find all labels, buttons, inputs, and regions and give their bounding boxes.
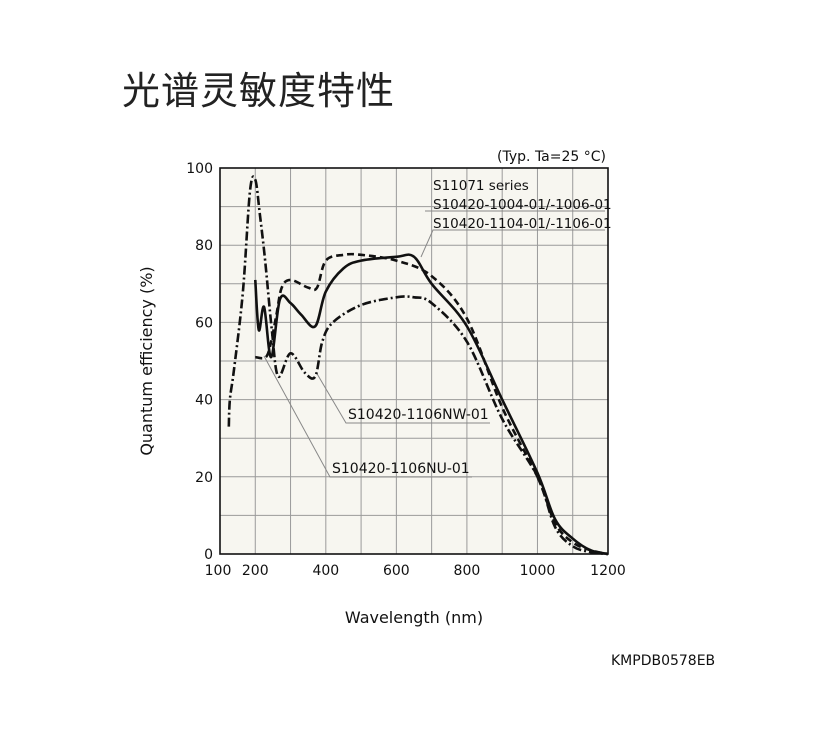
- annotation-main-line-1: S11071 series: [433, 178, 529, 194]
- x-tick-label: 1000: [520, 563, 556, 579]
- curves: [227, 175, 609, 556]
- annotation-main: S11071 series S10420-1004-01/-1006-01 S1…: [433, 178, 612, 232]
- annotation-leaders: [263, 210, 605, 478]
- annotation-main-line-2: S10420-1004-01/-1006-01: [433, 197, 612, 213]
- condition-label: (Typ. Ta=25 °C): [497, 149, 606, 165]
- x-tick-label: 400: [312, 563, 339, 579]
- page-title: 光谱灵敏度特性: [122, 69, 396, 113]
- series-line-dashdot: [227, 175, 609, 556]
- annotation-nu: S10420-1106NU-01: [332, 461, 470, 477]
- y-tick-label: 80: [195, 238, 213, 254]
- series-line-solid: [253, 253, 609, 556]
- x-tick-label: 800: [454, 563, 481, 579]
- annotation-nw: S10420-1106NW-01: [348, 407, 489, 423]
- plot-frame: [219, 167, 609, 555]
- annotation-main-line-3: S10420-1104-01/-1106-01: [433, 216, 612, 232]
- y-tick-label: 0: [204, 547, 213, 563]
- y-tick-label: 60: [195, 315, 213, 331]
- y-tick-label: 40: [195, 393, 213, 409]
- x-tick-label: 200: [242, 563, 269, 579]
- tick-labels: 100 200 400 600 800 1000 1200 0 20 40 60 80 100: [186, 161, 626, 579]
- y-tick-label: 100: [186, 161, 213, 177]
- x-axis-label: Wavelength (nm): [345, 608, 483, 627]
- x-tick-label: 100: [205, 563, 232, 579]
- leader-nw: [315, 371, 490, 424]
- leader-main: [420, 229, 605, 258]
- y-tick-label: 20: [195, 470, 213, 486]
- x-tick-label: 600: [383, 563, 410, 579]
- leader-nu: [263, 355, 472, 478]
- series-line-dashed: [255, 252, 609, 556]
- figure-code: KMPDB0578EB: [611, 653, 716, 669]
- y-axis-label: Quantum efficiency (%): [137, 266, 156, 455]
- x-tick-label: 1200: [590, 563, 626, 579]
